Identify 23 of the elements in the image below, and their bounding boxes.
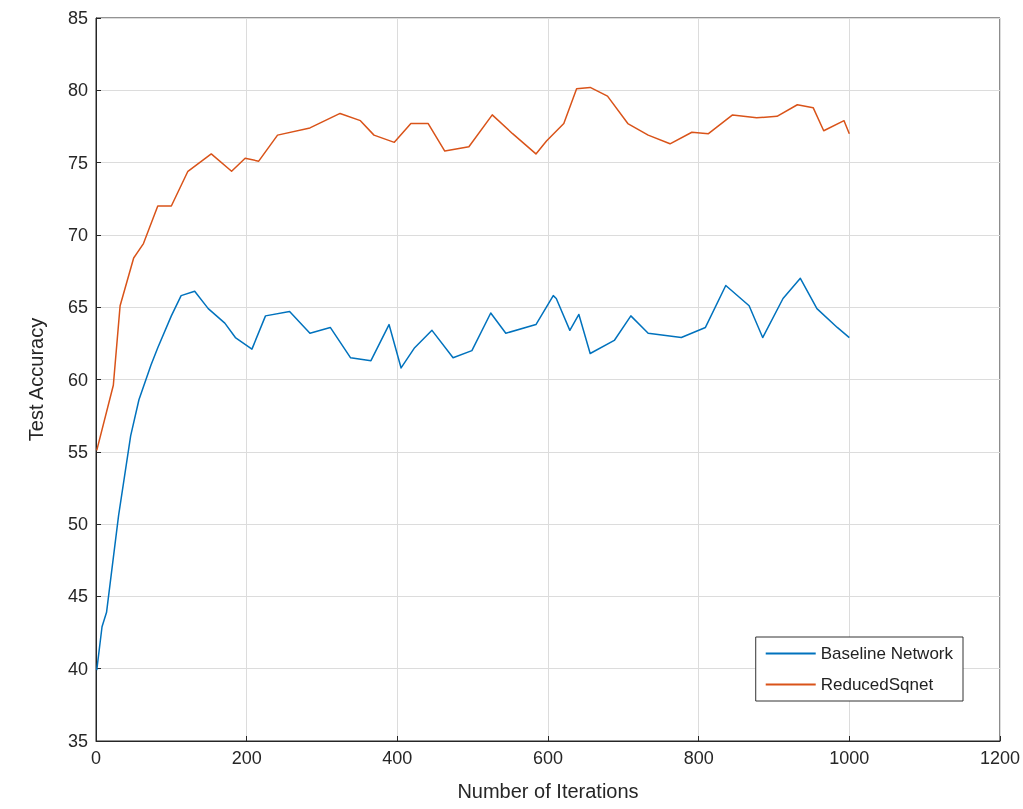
- x-tick-label: 200: [231, 748, 262, 768]
- x-tick-label: 1200: [979, 748, 1020, 768]
- x-tick-label: 800: [683, 748, 714, 768]
- line-series: [96, 86, 851, 452]
- y-tick-label: 85: [67, 8, 88, 28]
- y-tick-label: 65: [67, 297, 88, 318]
- legend-label: ReducedSqnet: [820, 675, 934, 694]
- x-axis-title: Number of Iterations: [457, 780, 639, 802]
- x-tick-label: 400: [382, 748, 413, 768]
- y-axis-title: Test Accuracy: [25, 317, 47, 442]
- x-tick-label: 0: [90, 748, 102, 768]
- y-tick-label: 50: [67, 514, 88, 535]
- y-tick-label: 35: [67, 731, 88, 751]
- x-tick-label: 1000: [829, 748, 870, 768]
- y-tick-label: 60: [67, 369, 88, 390]
- y-tick-label: 70: [67, 224, 88, 245]
- y-tick-label: 45: [67, 586, 88, 607]
- y-tick-label: 40: [67, 658, 88, 679]
- y-tick-label: 80: [67, 80, 88, 101]
- x-tick-label: 600: [532, 748, 564, 768]
- y-tick-label: 55: [67, 441, 88, 462]
- legend-label: Baseline Network: [820, 644, 954, 663]
- y-tick-label: 75: [67, 152, 88, 173]
